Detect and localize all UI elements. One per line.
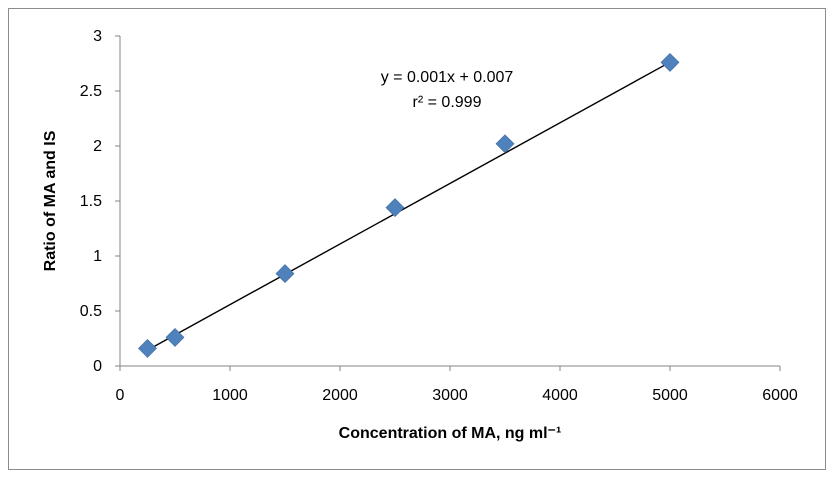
data-point-diamond [165, 327, 185, 347]
y-axis-title: Ratio of MA and IS [42, 130, 59, 271]
x-tick-label: 3000 [432, 387, 468, 404]
y-tick-label: 3 [93, 28, 102, 45]
y-tick-label: 2 [93, 138, 102, 155]
x-tick-label: 2000 [322, 387, 358, 404]
axes [115, 35, 781, 371]
y-tick-label: 0.5 [80, 303, 102, 320]
x-axis-title: Concentration of MA, ng ml⁻¹ [339, 425, 562, 442]
y-tick-label: 2.5 [80, 83, 102, 100]
data-point-diamond [275, 264, 295, 284]
x-tick-label: 6000 [762, 387, 798, 404]
chart-frame [8, 8, 826, 470]
data-point-diamond [138, 338, 157, 358]
y-tick-label: 1.5 [80, 193, 102, 210]
r-squared-label: r² = 0.999 [413, 94, 482, 111]
x-tick-label: 1000 [212, 387, 248, 404]
x-tick-label: 0 [116, 387, 125, 404]
data-point-diamond [385, 198, 405, 218]
trendline-group [147, 61, 671, 351]
tick-labels: 0 0.5 1 1.5 2 2.5 3 0 1000 2000 3000 4000 5000 6000 [80, 28, 798, 404]
data-point-diamond [495, 134, 515, 154]
trendline-equation: y = 0.001x + 0.007 [381, 69, 514, 86]
y-tick-label: 1 [93, 248, 102, 265]
data-points [138, 52, 680, 358]
trendline [147, 61, 671, 351]
y-tick-label: 0 [93, 358, 102, 375]
x-tick-label: 5000 [652, 387, 688, 404]
data-point-diamond [660, 52, 680, 72]
x-tick-label: 4000 [542, 387, 578, 404]
